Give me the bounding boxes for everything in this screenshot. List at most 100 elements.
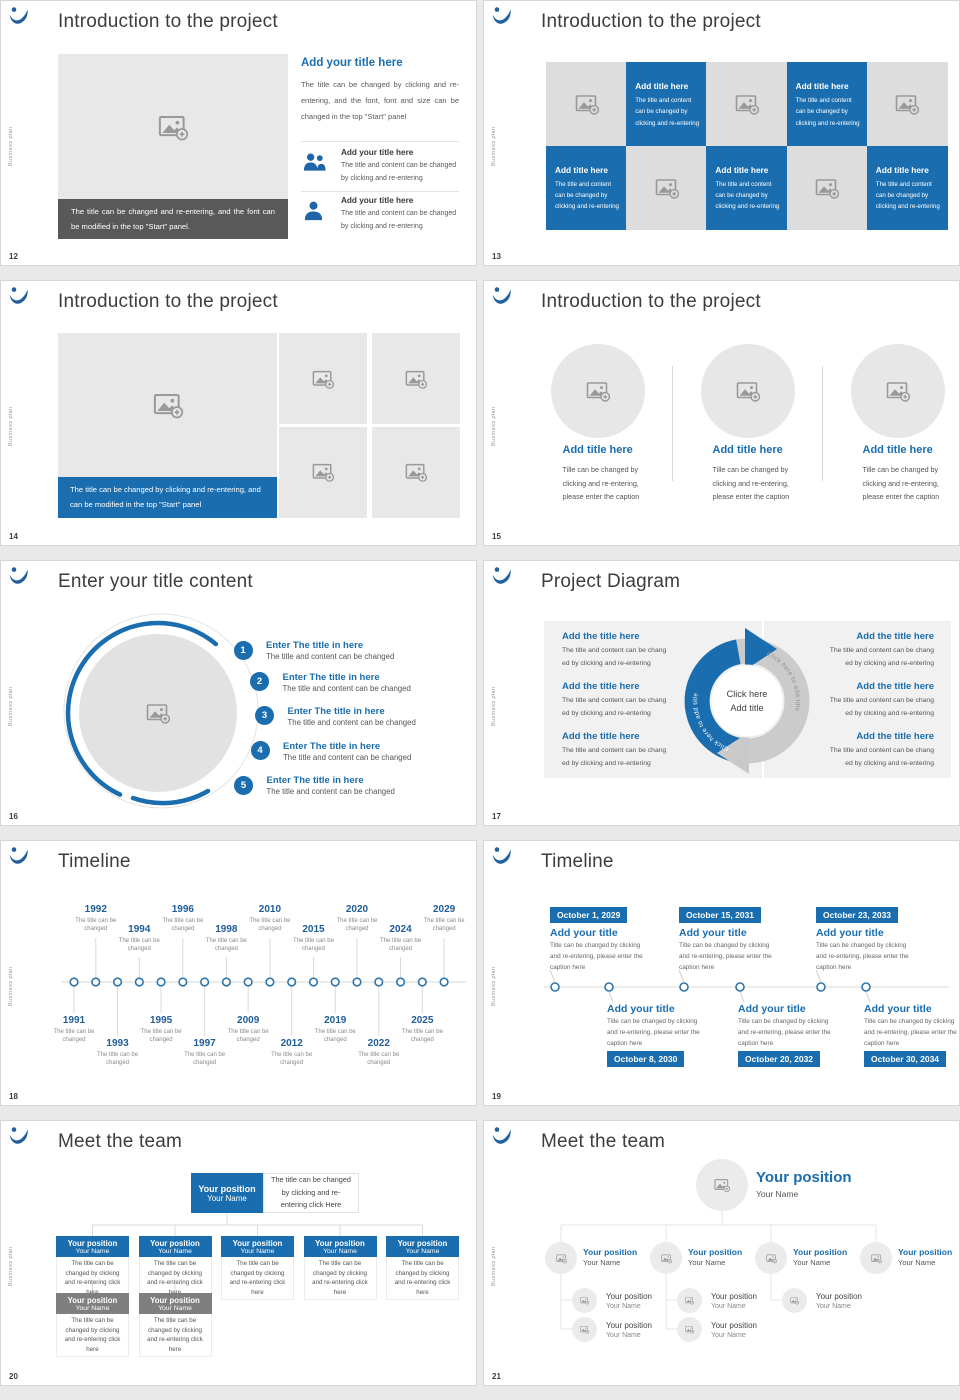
item-text: The title and content can be changed xyxy=(266,787,395,796)
image-placeholder-icon-holder[interactable] xyxy=(146,701,171,725)
org-member-avatar[interactable] xyxy=(755,1242,787,1274)
number-badge: 2 xyxy=(250,672,269,691)
image-placeholder-icon[interactable] xyxy=(685,1325,694,1334)
timeline-year: 2024 xyxy=(389,924,412,935)
image-placeholder-icon[interactable] xyxy=(714,1177,730,1193)
org-sub-avatar[interactable] xyxy=(572,1287,597,1313)
image-placeholder-icon[interactable] xyxy=(886,379,910,403)
org-sub-avatar[interactable] xyxy=(572,1316,597,1342)
tile-text: Add title here The title and content can … xyxy=(866,145,948,230)
image-placeholder[interactable] xyxy=(371,426,460,518)
item-title: Add the title here xyxy=(562,681,640,692)
slide-content: Your position Your Name Your position Your … xyxy=(484,1121,959,1385)
item-title: Add your title xyxy=(738,1003,806,1015)
tile-title: Add title here xyxy=(715,164,769,175)
slide-14-thumbnail[interactable]: Business plan Introduction to the project… xyxy=(0,280,477,546)
timeline-year: 1997 xyxy=(193,1038,216,1049)
timeline-caption: The title can be changed xyxy=(314,1029,356,1044)
org-member-box: Your position Your Name xyxy=(221,1236,294,1257)
image-placeholder[interactable] xyxy=(371,333,460,424)
timeline-caption: The title can be changed xyxy=(75,918,117,933)
org-member-avatar[interactable] xyxy=(860,1242,892,1274)
slide-13-thumbnail[interactable]: Business plan Introduction to the project… xyxy=(483,0,960,266)
image-placeholder[interactable] xyxy=(58,333,277,477)
column-title: Add title here xyxy=(562,444,633,456)
org-sub-avatar[interactable] xyxy=(677,1287,702,1313)
timeline-year: 1994 xyxy=(128,924,151,935)
tile-image-placeholder[interactable] xyxy=(626,145,708,230)
swoosh-logo-icon xyxy=(492,7,511,24)
image-placeholder[interactable] xyxy=(58,54,288,199)
image-placeholder-icon[interactable] xyxy=(312,461,334,483)
org-member-avatar[interactable] xyxy=(545,1242,577,1274)
item-title: Add your title xyxy=(607,1003,675,1015)
slide-16-thumbnail[interactable]: Business plan Enter your title content 1 En… xyxy=(0,560,477,826)
org-sub-avatar[interactable] xyxy=(677,1316,702,1342)
image-placeholder-icon[interactable] xyxy=(153,390,183,420)
slide-21-thumbnail[interactable]: Business plan Meet the team Your position Y… xyxy=(483,1120,960,1386)
slide-12-thumbnail[interactable]: Business plan Introduction to the project… xyxy=(0,0,477,266)
image-placeholder-icon[interactable] xyxy=(895,92,920,116)
slide-15-thumbnail[interactable]: Business plan Introduction to the project… xyxy=(483,280,960,546)
image-placeholder-icon[interactable] xyxy=(146,701,171,725)
slide-19-thumbnail[interactable]: Business plan Timeline October 1, 2029 Add … xyxy=(483,840,960,1106)
slide-17-thumbnail[interactable]: Business plan Project Diagram Add the titl… xyxy=(483,560,960,826)
org-sub-position: Your position xyxy=(816,1292,862,1301)
org-position: Your position xyxy=(198,1183,256,1194)
image-placeholder-icon[interactable] xyxy=(790,1296,799,1305)
slide-title: Timeline xyxy=(541,851,614,872)
item-title: Add your title xyxy=(550,927,618,939)
image-placeholder-icon[interactable] xyxy=(586,379,610,403)
number-badge: 5 xyxy=(234,775,253,795)
timeline-year: 2012 xyxy=(280,1038,303,1049)
item-title: Enter The title in here xyxy=(287,705,385,717)
column-text: Tille can be changed by clicking and re-… xyxy=(562,465,640,502)
image-placeholder-icon[interactable] xyxy=(575,92,599,116)
image-placeholder-icon[interactable] xyxy=(312,368,334,390)
image-placeholder[interactable] xyxy=(279,426,367,518)
org-name: Your Name xyxy=(158,1304,192,1312)
image-placeholder-icon[interactable] xyxy=(555,1253,567,1264)
image-placeholder-icon[interactable] xyxy=(405,461,427,483)
tile-body: The title and content can be changed by … xyxy=(555,180,619,211)
tile-image-placeholder[interactable] xyxy=(866,62,948,146)
slide-title: Introduction to the project xyxy=(58,11,278,32)
circle-image-placeholder[interactable] xyxy=(850,344,945,438)
timeline-caption: The title can be changed xyxy=(227,1029,269,1044)
org-member-box: Your position Your Name xyxy=(56,1293,129,1314)
item-title: Add your title xyxy=(679,927,747,939)
image-placeholder-icon[interactable] xyxy=(655,176,679,200)
image-placeholder-icon[interactable] xyxy=(580,1296,589,1305)
org-member-avatar[interactable] xyxy=(650,1242,682,1274)
image-placeholder-icon[interactable] xyxy=(580,1325,589,1334)
item-title: Enter The title in here xyxy=(266,775,364,786)
brand-logo xyxy=(8,1126,30,1153)
image-placeholder[interactable] xyxy=(279,333,367,424)
image-placeholder-icon[interactable] xyxy=(735,92,759,116)
tile-image-placeholder[interactable] xyxy=(786,145,868,230)
image-placeholder-icon[interactable] xyxy=(158,112,188,142)
slide-20-thumbnail[interactable]: Business plan Meet the team Your position Y… xyxy=(0,1120,477,1386)
number-badge: 4 xyxy=(250,741,270,760)
tile-image-placeholder[interactable] xyxy=(706,62,788,146)
date-badge: October 8, 2030 xyxy=(607,1051,685,1067)
org-member-caption: The title can be changed by clicking and… xyxy=(303,1257,377,1301)
slide-18-thumbnail[interactable]: Business plan Timeline 1991 The title can b… xyxy=(0,840,477,1106)
image-placeholder-icon[interactable] xyxy=(685,1296,694,1305)
slide-number: 21 xyxy=(492,1372,501,1381)
org-sub-avatar[interactable] xyxy=(782,1287,807,1313)
image-placeholder-icon[interactable] xyxy=(815,176,840,200)
circle-image-placeholder[interactable] xyxy=(550,344,645,438)
image-placeholder-icon[interactable] xyxy=(660,1253,672,1264)
image-placeholder-icon[interactable] xyxy=(870,1253,882,1264)
image-placeholder-icon[interactable] xyxy=(405,368,427,390)
timeline-year: 1991 xyxy=(62,1015,86,1026)
swoosh-logo-icon xyxy=(492,287,511,304)
org-name: Your Name xyxy=(405,1247,440,1255)
org-root-avatar[interactable] xyxy=(696,1159,748,1211)
image-placeholder-icon[interactable] xyxy=(765,1253,777,1264)
circle-image-placeholder[interactable] xyxy=(700,344,795,438)
slide-number: 20 xyxy=(9,1372,18,1381)
image-placeholder-icon[interactable] xyxy=(736,379,760,403)
tile-image-placeholder[interactable] xyxy=(546,62,627,146)
